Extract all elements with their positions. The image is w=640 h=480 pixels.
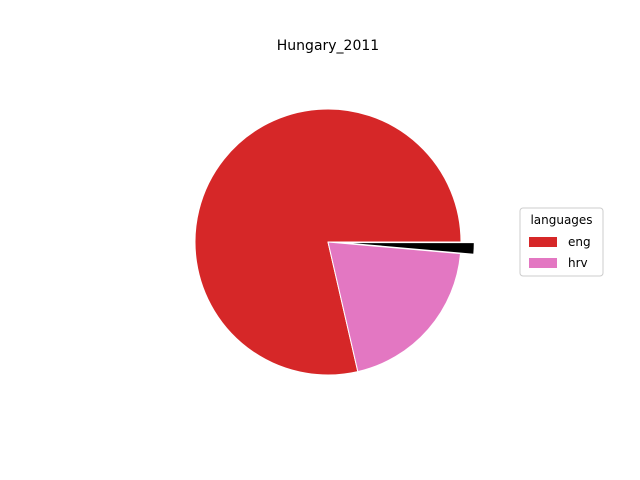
pie-slice-hrv	[327, 241, 461, 373]
legend-swatch-hrv	[529, 258, 557, 268]
legend-label-hrv: hrv	[568, 256, 588, 270]
legend: languages eng hrv	[519, 207, 604, 277]
legend-label-eng: eng	[568, 235, 591, 249]
chart-title: Hungary_2011	[277, 38, 379, 54]
legend-title: languages	[530, 213, 592, 227]
pie-slices	[194, 108, 475, 376]
pie-slice-slice-2	[340, 242, 475, 255]
legend-swatch-eng	[529, 237, 557, 247]
